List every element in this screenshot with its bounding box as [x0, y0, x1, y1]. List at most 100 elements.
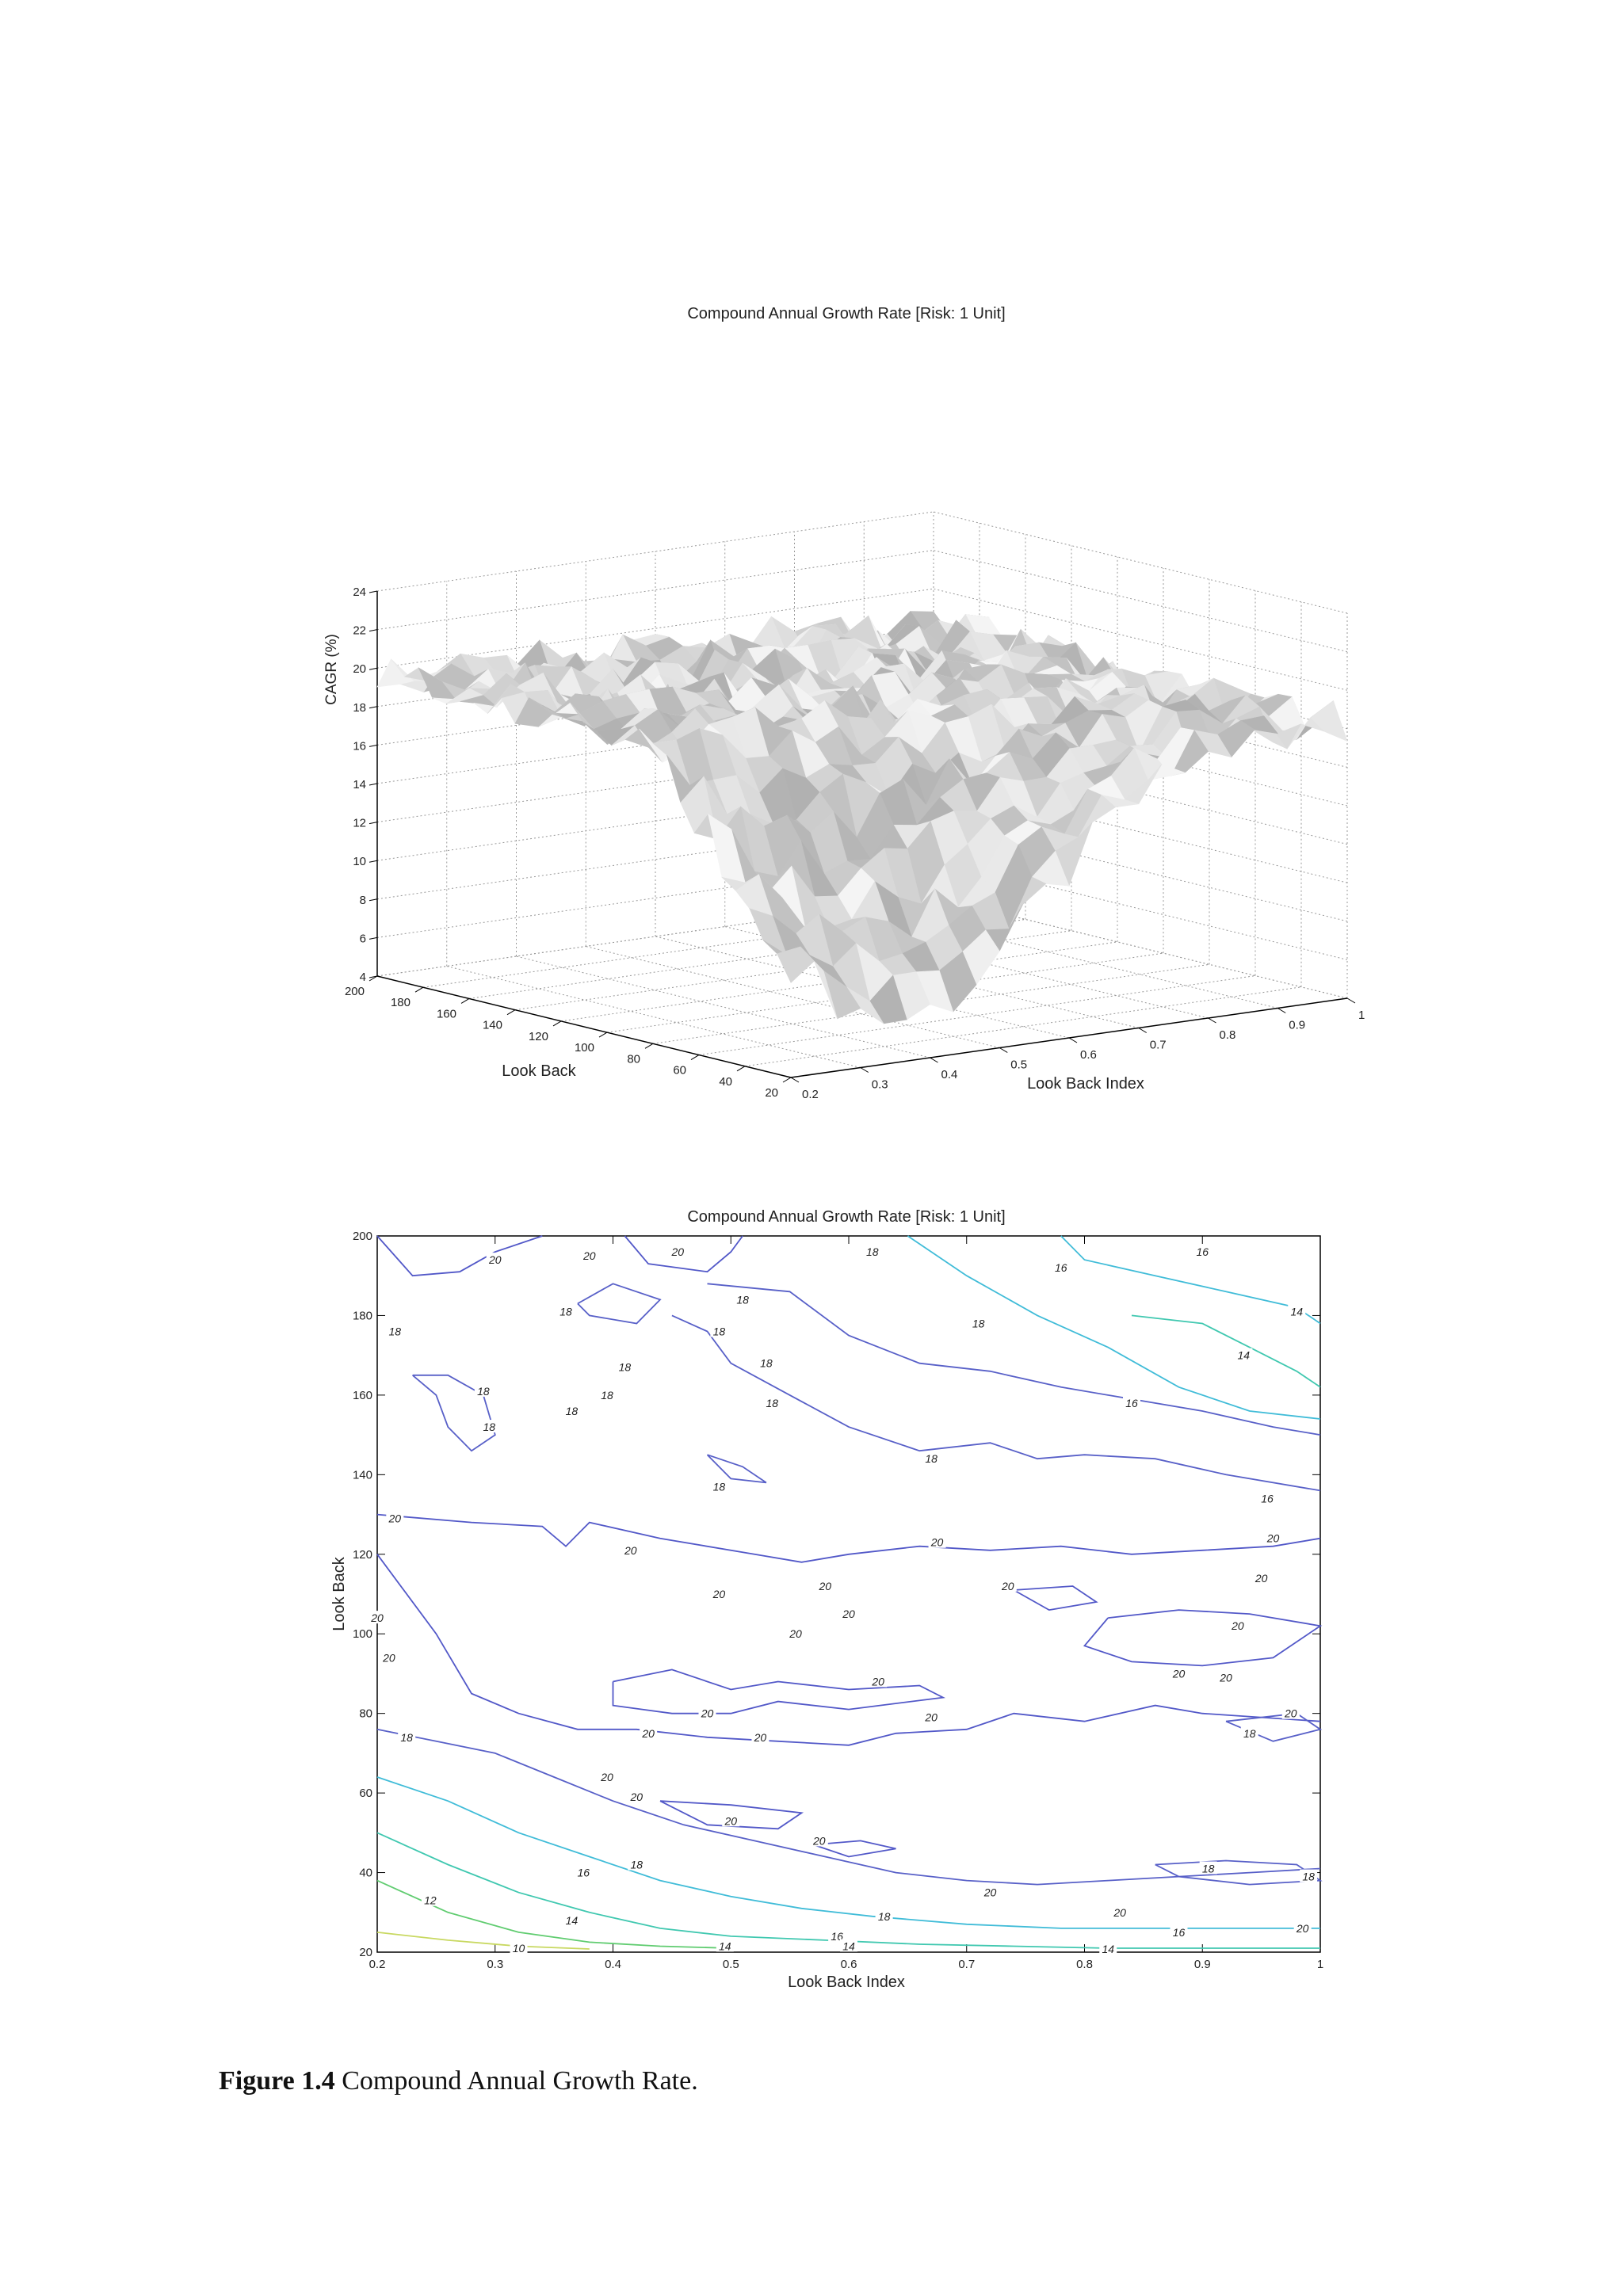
contour-line-20	[813, 1840, 896, 1858]
contour-label: 18	[1302, 1871, 1315, 1883]
x-tick-label: 0.9	[1194, 1958, 1211, 1971]
contour-label-bg	[875, 1909, 893, 1922]
contour-label-bg	[369, 1611, 386, 1624]
grid-line	[698, 975, 1256, 1056]
contour-label: 20	[388, 1512, 402, 1525]
surface-3d-chart: Compound Annual Growth Rate [Risk: 1 Uni…	[323, 305, 1365, 1101]
z-tick-label: 8	[360, 894, 366, 907]
contour-label: 20	[582, 1249, 596, 1262]
surface-x-label: Look Back Index	[1027, 1075, 1144, 1093]
contour-label-bg	[710, 1324, 728, 1337]
contour-label-bg	[1252, 1570, 1270, 1584]
y-tick-label: 160	[437, 1007, 456, 1020]
contour-label-bg	[751, 1730, 769, 1743]
contour-label: 16	[1173, 1926, 1186, 1939]
contour-label-bg	[563, 1913, 581, 1926]
contour-label-bg	[869, 1674, 888, 1688]
z-tick-label: 24	[353, 585, 366, 599]
y-tick-label: 20	[765, 1086, 778, 1100]
contour-label-bg	[840, 1939, 857, 1952]
contour-labels: 20 20 20 18 16 16 18 18 18 18 18 14 14 18 18 18 18 18 18 18…	[369, 1245, 1318, 1955]
y-tick	[506, 1009, 516, 1016]
contour-line-18	[1155, 1859, 1323, 1886]
contour-label-bg	[1300, 1869, 1318, 1882]
contour-label-bg	[1258, 1491, 1277, 1505]
contour-line-10	[376, 1932, 590, 1950]
y-tick-label: 40	[359, 1867, 372, 1880]
grid-line	[560, 941, 1118, 1022]
contour-line-20	[612, 1669, 946, 1714]
z-tick-label: 18	[353, 701, 366, 715]
surface-z-label: CAGR (%)	[323, 634, 340, 705]
contour-label-bg	[1170, 1666, 1188, 1680]
y-tick-label: 200	[353, 1230, 372, 1243]
x-tick-label: 0.6	[841, 1958, 857, 1971]
contour-label: 10	[513, 1942, 525, 1955]
contour-line-20	[376, 1235, 543, 1277]
contour-label-bg	[628, 1857, 646, 1871]
contour-label-bg	[734, 1292, 752, 1306]
x-tick-label: 0.7	[958, 1958, 975, 1971]
contour-label: 14	[566, 1914, 579, 1927]
x-tick-label: 0.7	[1150, 1039, 1167, 1052]
contour-label: 16	[1055, 1261, 1067, 1274]
contour-x-label: Look Back Index	[788, 1974, 905, 1991]
contour-line-20	[376, 1554, 1321, 1746]
y-tick	[782, 1077, 792, 1083]
contour-label-bg	[1264, 1531, 1282, 1544]
z-tick-label: 14	[353, 778, 366, 791]
contour-label-bg	[1235, 1348, 1253, 1361]
contour-line-18	[707, 1283, 1321, 1436]
grid-line	[933, 511, 1348, 614]
contour-label-bg	[716, 1939, 734, 1952]
y-tick	[369, 975, 378, 982]
contour-label: 20	[624, 1544, 637, 1557]
z-tick-label: 10	[353, 855, 366, 868]
contour-line-20	[1083, 1609, 1323, 1667]
y-tick-label: 100	[575, 1041, 594, 1055]
grid-line	[744, 986, 1302, 1067]
figure-caption: Figure 1.4 Compound Annual Growth Rate.	[219, 2066, 698, 2096]
y-tick-label: 100	[353, 1627, 372, 1641]
contour-label-bg	[757, 1356, 775, 1369]
z-tick-label: 16	[353, 739, 366, 753]
y-tick-label: 200	[345, 985, 365, 998]
contour-label: 18	[559, 1305, 572, 1318]
contour-label-bg	[1052, 1261, 1070, 1274]
contour-label: 20	[871, 1675, 884, 1688]
contour-label-bg	[969, 1316, 987, 1329]
grid-line	[376, 550, 934, 631]
contour-label: 20	[789, 1627, 802, 1640]
contour-label-bg	[1293, 1920, 1312, 1934]
x-tick-label: 0.9	[1289, 1019, 1305, 1032]
contour-label-bg	[398, 1730, 416, 1743]
contour-line-14	[376, 1832, 1320, 1949]
contour-label-bg	[575, 1865, 593, 1878]
contour-label-bg	[557, 1304, 575, 1318]
contour-label: 18	[713, 1325, 726, 1338]
z-tick	[369, 706, 378, 709]
z-tick	[369, 590, 378, 593]
contour-label-bg	[922, 1710, 941, 1723]
contour-label: 20	[641, 1727, 655, 1740]
z-tick-label: 20	[353, 662, 366, 676]
contour-label: 18	[400, 1731, 413, 1744]
contour-label: 18	[760, 1357, 773, 1370]
surface-patch	[777, 946, 815, 983]
contour-label-bg	[922, 1451, 941, 1465]
contour-label-bg	[710, 1479, 728, 1493]
contour-label: 18	[483, 1421, 496, 1433]
surface-title: Compound Annual Growth Rate [Risk: 1 Uni…	[687, 305, 1005, 322]
contour-label: 20	[382, 1651, 395, 1664]
grid-line	[446, 966, 861, 1068]
contour-label-bg	[999, 1578, 1017, 1592]
contour-label-bg	[1111, 1905, 1129, 1918]
z-tick	[369, 975, 378, 978]
contour-label: 20	[1219, 1671, 1232, 1684]
y-tick-label: 80	[359, 1707, 372, 1721]
x-tick-label: 1	[1358, 1009, 1365, 1022]
contour-label-bg	[1240, 1726, 1258, 1739]
contour-line-20	[376, 1513, 1321, 1563]
x-tick-label: 0.5	[1010, 1058, 1027, 1072]
contour-label-bg	[810, 1833, 828, 1847]
